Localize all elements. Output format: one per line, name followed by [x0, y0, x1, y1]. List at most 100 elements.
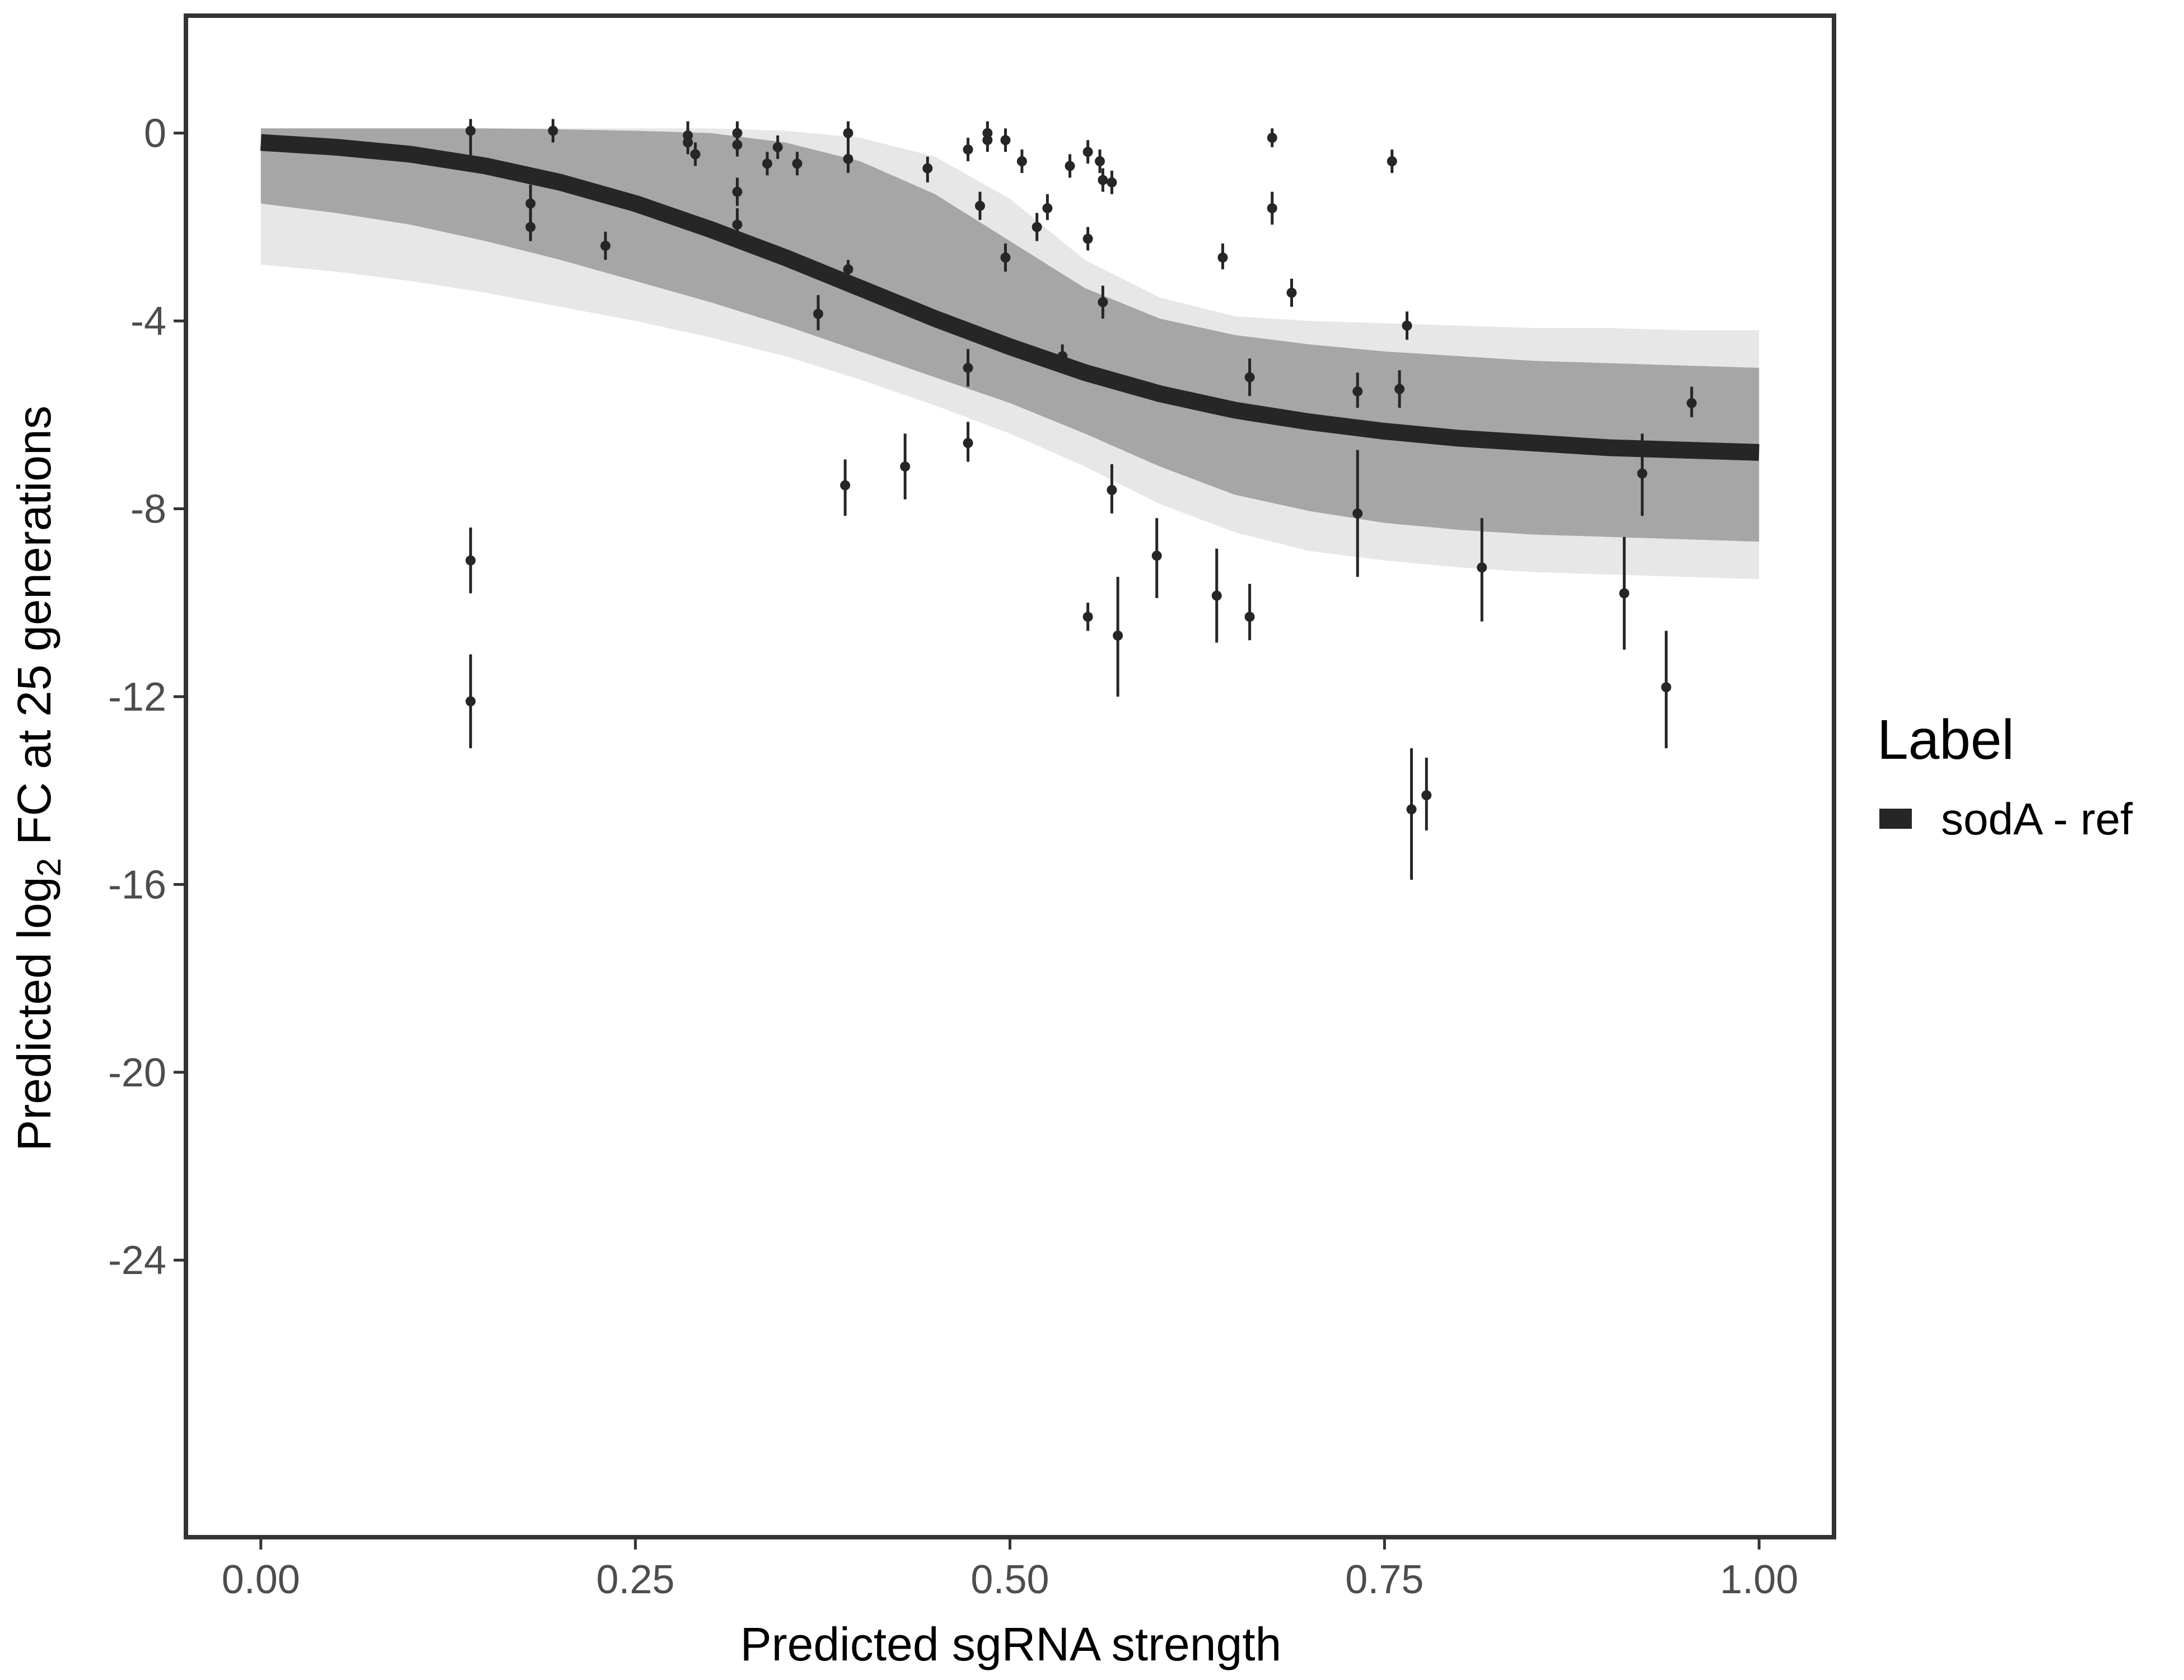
- data-point: [963, 138, 973, 161]
- x-tick-label: 0.50: [970, 1557, 1049, 1602]
- point-marker: [792, 158, 802, 169]
- point-marker: [1352, 508, 1363, 519]
- data-point: [843, 260, 853, 279]
- data-point: [1402, 311, 1412, 340]
- point-marker: [1151, 550, 1162, 561]
- data-point: [1032, 213, 1042, 241]
- y-tick-label: -16: [108, 862, 166, 907]
- y-tick-label: 0: [144, 111, 166, 156]
- data-point: [1082, 603, 1093, 631]
- point-marker: [1267, 133, 1277, 143]
- point-marker: [1095, 156, 1105, 166]
- y-tick-label: -24: [108, 1238, 166, 1283]
- legend-title: Label: [1877, 708, 2014, 771]
- data-point: [690, 142, 701, 166]
- data-point: [465, 528, 476, 594]
- data-point: [1098, 286, 1108, 319]
- point-marker: [922, 163, 933, 174]
- data-point: [922, 156, 933, 183]
- data-point: [465, 654, 476, 749]
- point-marker: [963, 144, 973, 155]
- data-point: [1421, 757, 1432, 830]
- point-marker: [1661, 682, 1672, 693]
- point-marker: [1406, 804, 1417, 815]
- point-marker: [1686, 398, 1697, 408]
- point-marker: [843, 153, 853, 164]
- data-point: [1082, 140, 1093, 164]
- point-marker: [1394, 384, 1405, 394]
- data-point: [1661, 631, 1672, 749]
- data-point: [1637, 433, 1648, 516]
- point-marker: [1082, 234, 1093, 244]
- data-point: [1267, 128, 1277, 147]
- data-point: [1057, 344, 1068, 368]
- data-point: [525, 208, 536, 241]
- data-point: [792, 152, 802, 176]
- x-tick-label: 0.75: [1345, 1557, 1424, 1602]
- data-point: [1107, 170, 1117, 194]
- data-point: [900, 433, 911, 500]
- data-point: [465, 119, 476, 166]
- data-points: [465, 119, 1697, 880]
- data-point: [1113, 577, 1123, 697]
- data-point: [840, 459, 851, 516]
- data-point: [1151, 518, 1162, 598]
- data-point: [1406, 748, 1417, 880]
- point-marker: [1217, 252, 1228, 263]
- point-marker: [465, 696, 476, 707]
- point-marker: [1267, 203, 1277, 213]
- point-marker: [548, 125, 558, 136]
- data-point: [1619, 536, 1630, 650]
- point-marker: [1619, 588, 1630, 599]
- point-marker: [982, 135, 993, 146]
- x-axis-title: Predicted sgRNA strength: [740, 1618, 1282, 1670]
- legend: Label sodA - ref: [1877, 708, 2133, 844]
- point-marker: [900, 461, 911, 472]
- point-marker: [465, 555, 476, 566]
- point-marker: [1637, 468, 1648, 479]
- data-point: [762, 152, 773, 176]
- data-point: [1042, 194, 1053, 220]
- data-point: [1098, 168, 1108, 192]
- point-marker: [762, 158, 773, 169]
- y-tick-label: -12: [108, 675, 166, 720]
- data-point: [1244, 584, 1255, 641]
- point-marker: [1387, 156, 1397, 166]
- point-marker: [772, 142, 783, 152]
- data-point: [1267, 192, 1277, 225]
- x-axis: 0.00 0.25 0.50 0.75 1.00: [222, 1537, 1798, 1602]
- data-point: [1082, 227, 1093, 251]
- point-marker: [1286, 287, 1297, 298]
- data-point: [974, 192, 985, 220]
- legend-label-sodA-ref: sodA - ref: [1941, 794, 2133, 844]
- point-marker: [465, 125, 476, 136]
- data-point: [1286, 278, 1297, 307]
- point-marker: [525, 222, 536, 232]
- point-marker: [1421, 790, 1432, 801]
- data-point: [772, 135, 783, 159]
- data-point: [1211, 548, 1222, 643]
- data-point: [1217, 243, 1228, 269]
- y-axis: 0 -4 -8 -12 -16 -20 -24: [108, 111, 186, 1283]
- y-axis-title-suffix: FC at 25 generations: [8, 405, 60, 858]
- point-marker: [843, 264, 853, 274]
- data-point: [1387, 149, 1397, 173]
- point-marker: [1477, 562, 1487, 573]
- legend-key-sodA-ref: [1879, 809, 1912, 829]
- data-point: [1244, 358, 1255, 396]
- point-marker: [974, 200, 985, 211]
- data-point: [982, 128, 993, 152]
- x-tick-label: 0.00: [222, 1557, 300, 1602]
- point-marker: [843, 128, 853, 138]
- point-marker: [1082, 147, 1093, 157]
- data-point: [1394, 370, 1405, 408]
- data-point: [548, 119, 558, 143]
- data-point: [1686, 386, 1697, 417]
- point-marker: [963, 438, 973, 449]
- data-point: [1095, 149, 1105, 173]
- point-marker: [1113, 630, 1123, 641]
- data-point: [1352, 450, 1363, 577]
- data-point: [600, 231, 611, 260]
- data-point: [963, 422, 973, 462]
